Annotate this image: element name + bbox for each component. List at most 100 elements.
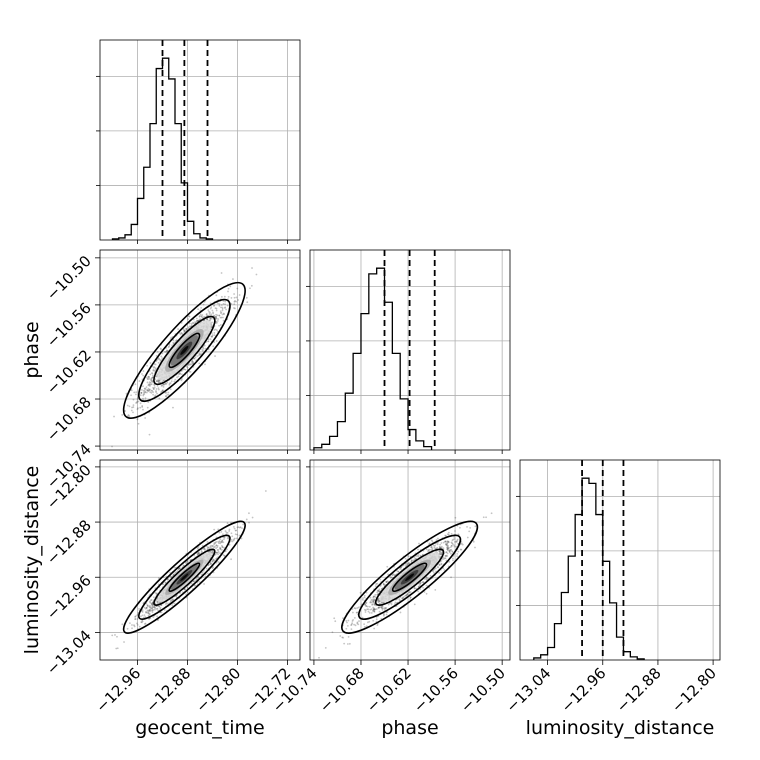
sample-point — [151, 374, 154, 377]
sample-point — [146, 364, 149, 367]
scatter-frame — [99, 459, 301, 661]
sample-point — [207, 340, 209, 343]
sample-point — [158, 397, 161, 400]
sample-point — [365, 602, 367, 605]
sample-point — [151, 376, 154, 379]
sample-point — [153, 386, 156, 389]
sample-point — [377, 590, 380, 593]
sample-point — [218, 314, 221, 317]
sample-point — [482, 516, 485, 519]
sample-point — [223, 535, 226, 538]
sample-point — [193, 357, 196, 360]
sample-point — [436, 543, 439, 546]
sample-point — [148, 609, 151, 612]
y-axis-label-luminosity-distance: luminosity_distance — [21, 466, 43, 655]
sample-point — [436, 537, 439, 540]
sample-point — [387, 603, 390, 606]
sample-point — [373, 599, 375, 601]
sample-point — [152, 369, 155, 372]
sample-point — [438, 564, 441, 566]
sample-point — [221, 306, 224, 309]
sample-point — [375, 583, 378, 585]
sample-point — [418, 584, 421, 587]
sample-point — [225, 531, 228, 534]
sample-point — [146, 389, 149, 392]
sample-point — [211, 321, 213, 324]
sample-point — [151, 606, 154, 609]
sample-point — [226, 531, 229, 534]
sample-point — [370, 608, 373, 611]
sample-point — [206, 318, 208, 321]
scatter-frame — [99, 249, 301, 451]
sample-point — [155, 380, 158, 383]
sample-point — [209, 317, 211, 320]
x-tick-label-phase-4: −10.50 — [457, 664, 509, 716]
sample-point — [450, 552, 452, 555]
sample-point — [237, 299, 240, 301]
sample-point — [354, 624, 357, 627]
sample-point — [186, 586, 189, 589]
sample-point — [234, 533, 237, 536]
sample-point — [187, 363, 190, 366]
sample-point — [213, 341, 216, 343]
sample-point — [377, 589, 380, 592]
sample-point — [216, 329, 218, 332]
sample-point — [440, 562, 443, 565]
sample-point — [439, 551, 442, 554]
sample-point — [136, 398, 139, 401]
sample-point — [205, 313, 208, 315]
sample-point — [440, 552, 443, 555]
sample-point — [443, 557, 446, 560]
sample-point — [150, 379, 153, 381]
sample-point — [211, 334, 214, 336]
sample-point — [201, 316, 204, 319]
sample-point — [372, 600, 375, 603]
sample-point — [171, 604, 174, 607]
sample-point — [440, 553, 443, 556]
sample-point — [166, 349, 169, 352]
sample-point — [153, 596, 155, 599]
sample-point — [219, 310, 222, 313]
sample-point — [222, 319, 225, 322]
sample-point — [167, 391, 170, 394]
sample-point — [376, 591, 379, 594]
sample-point — [115, 647, 118, 650]
sample-point — [156, 607, 159, 610]
sample-point — [140, 389, 143, 391]
sample-point — [378, 606, 381, 609]
sample-point — [221, 308, 224, 310]
sample-point — [149, 391, 152, 393]
sample-point — [184, 368, 187, 371]
sample-point — [144, 387, 146, 390]
sample-point — [460, 548, 463, 551]
sample-point — [427, 549, 430, 552]
sample-point — [151, 609, 153, 612]
sample-point — [366, 608, 369, 611]
sample-point — [334, 620, 337, 623]
sample-point — [196, 320, 198, 323]
sample-point — [193, 580, 195, 583]
sample-point — [157, 380, 160, 383]
sample-point — [172, 341, 175, 344]
sample-point — [414, 558, 416, 561]
sample-point — [213, 546, 215, 549]
sample-point — [149, 606, 152, 609]
sample-point — [438, 550, 441, 553]
sample-point — [376, 582, 379, 585]
sample-point — [450, 544, 453, 547]
sample-point — [399, 568, 401, 570]
sample-point — [364, 603, 366, 606]
sample-point — [367, 610, 370, 613]
sample-point — [215, 551, 218, 554]
sample-point — [212, 311, 214, 314]
sample-point — [490, 512, 493, 515]
sample-point — [371, 603, 374, 606]
sample-point — [466, 525, 468, 528]
sample-point — [160, 355, 163, 358]
sample-point — [447, 547, 450, 549]
sample-point — [205, 313, 208, 316]
sample-point — [375, 608, 378, 610]
sample-point — [197, 552, 200, 554]
sample-point — [382, 582, 385, 585]
sample-point — [168, 383, 171, 386]
